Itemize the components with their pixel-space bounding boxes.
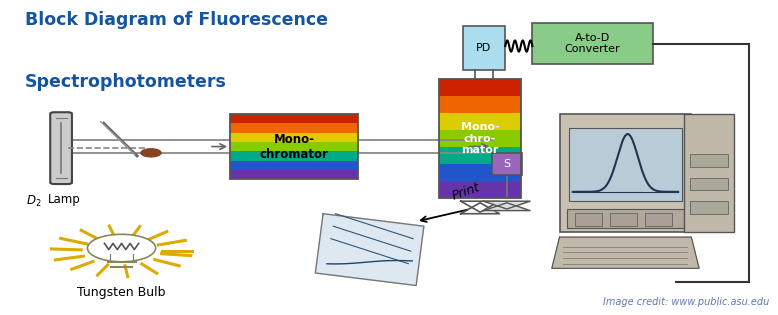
FancyBboxPatch shape bbox=[690, 201, 727, 214]
FancyBboxPatch shape bbox=[690, 178, 727, 190]
Text: Spectrophotometers: Spectrophotometers bbox=[25, 73, 226, 91]
Text: Lamp: Lamp bbox=[48, 193, 81, 206]
FancyBboxPatch shape bbox=[690, 154, 727, 167]
Text: Mono-
chro-
mator: Mono- chro- mator bbox=[461, 122, 499, 155]
Text: Block Diagram of Fluorescence: Block Diagram of Fluorescence bbox=[25, 11, 328, 29]
FancyBboxPatch shape bbox=[463, 26, 505, 70]
FancyBboxPatch shape bbox=[230, 114, 358, 123]
FancyBboxPatch shape bbox=[684, 114, 734, 232]
Polygon shape bbox=[484, 201, 530, 209]
FancyBboxPatch shape bbox=[492, 153, 521, 175]
FancyBboxPatch shape bbox=[230, 133, 358, 142]
Text: PD: PD bbox=[476, 43, 492, 53]
FancyBboxPatch shape bbox=[440, 181, 520, 198]
FancyBboxPatch shape bbox=[230, 151, 358, 161]
FancyBboxPatch shape bbox=[440, 130, 520, 147]
FancyBboxPatch shape bbox=[610, 213, 637, 226]
FancyBboxPatch shape bbox=[645, 213, 672, 226]
Text: Tungsten Bulb: Tungsten Bulb bbox=[77, 286, 166, 299]
Text: Print: Print bbox=[450, 181, 482, 203]
Text: Mono-
chromator: Mono- chromator bbox=[260, 133, 328, 161]
FancyBboxPatch shape bbox=[569, 128, 682, 201]
Text: $D_2$: $D_2$ bbox=[26, 193, 42, 209]
FancyBboxPatch shape bbox=[230, 161, 358, 170]
FancyBboxPatch shape bbox=[440, 164, 520, 181]
FancyBboxPatch shape bbox=[230, 142, 358, 151]
FancyBboxPatch shape bbox=[440, 79, 520, 96]
Polygon shape bbox=[552, 237, 699, 268]
FancyBboxPatch shape bbox=[230, 123, 358, 133]
FancyBboxPatch shape bbox=[567, 209, 684, 228]
Circle shape bbox=[87, 234, 156, 262]
FancyBboxPatch shape bbox=[440, 113, 520, 130]
FancyBboxPatch shape bbox=[51, 112, 72, 184]
Circle shape bbox=[141, 149, 161, 157]
Text: S: S bbox=[503, 159, 510, 169]
FancyBboxPatch shape bbox=[440, 147, 520, 164]
Text: A-to-D
Converter: A-to-D Converter bbox=[565, 33, 620, 54]
FancyBboxPatch shape bbox=[575, 213, 602, 226]
FancyBboxPatch shape bbox=[532, 23, 653, 64]
FancyBboxPatch shape bbox=[440, 96, 520, 113]
FancyBboxPatch shape bbox=[230, 170, 358, 179]
Polygon shape bbox=[484, 203, 530, 211]
Text: Image credit: www.public.asu.edu: Image credit: www.public.asu.edu bbox=[603, 297, 769, 307]
Polygon shape bbox=[315, 214, 424, 285]
FancyBboxPatch shape bbox=[559, 114, 692, 232]
